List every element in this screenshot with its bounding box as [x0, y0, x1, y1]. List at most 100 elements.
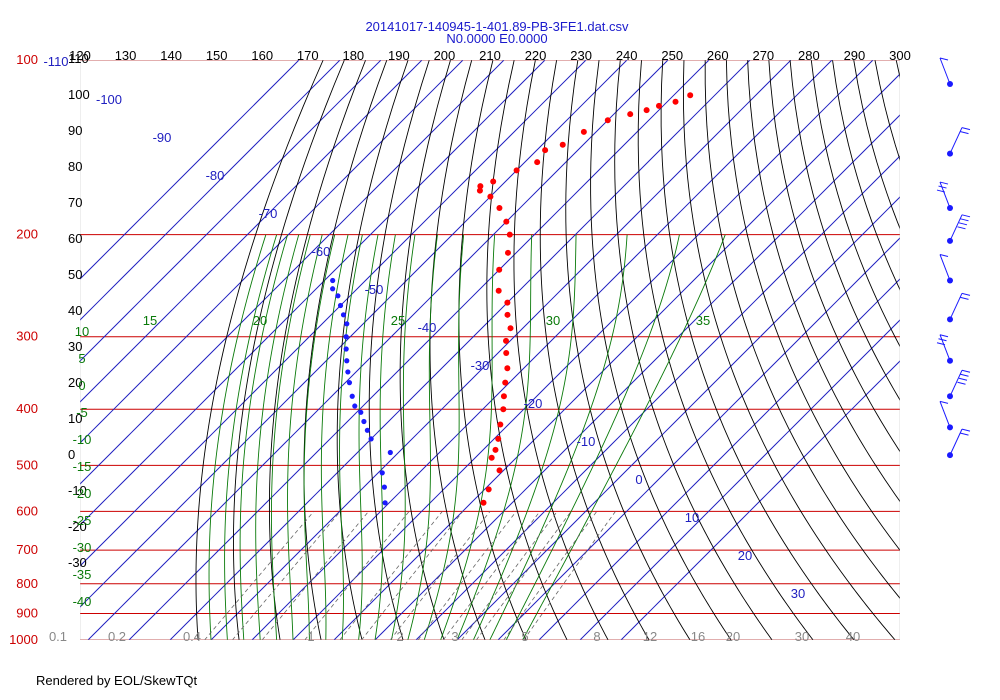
temperature-point	[507, 325, 514, 332]
mixing-ratio-label: 2	[396, 629, 403, 644]
moist-adiabat-label: 0	[78, 378, 85, 393]
isotherm-label: 10	[685, 510, 699, 525]
temperature-point	[513, 167, 520, 174]
isotherm-label: -20	[524, 396, 543, 411]
temperature-point	[485, 486, 492, 493]
moist-adiabat-line	[456, 234, 533, 640]
dry-adiabat-line	[789, 60, 900, 401]
dry-adiabat-line	[565, 60, 691, 640]
temperature-point	[500, 406, 507, 413]
mixing-ratio-label: 30	[795, 629, 809, 644]
isotherm-line	[333, 73, 900, 640]
temperature-point	[504, 299, 511, 306]
temperature-point	[504, 311, 511, 318]
wind-barb-flag	[961, 428, 971, 432]
dry-adiabat-label: 30	[68, 339, 82, 354]
wind-barb-flag	[938, 338, 947, 342]
isotherm-line	[80, 60, 505, 485]
top-temperature-label: 280	[798, 48, 820, 63]
mixing-ratio-label: 8	[593, 629, 600, 644]
dewpoint-point	[343, 334, 349, 340]
isobar-label: 500	[16, 457, 38, 472]
wind-barb	[939, 400, 953, 431]
wind-barb-flag	[961, 369, 971, 373]
wind-barb	[947, 428, 971, 459]
top-temperature-label: 260	[707, 48, 729, 63]
wind-barb-flag	[957, 226, 966, 230]
temperature-point	[503, 337, 510, 344]
dewpoint-point	[368, 436, 374, 442]
wind-barb-flag	[961, 292, 971, 296]
isotherm-line	[128, 60, 710, 640]
top-temperature-label: 160	[251, 48, 273, 63]
isobar-label: 200	[16, 227, 38, 242]
isotherm-label: -60	[312, 244, 331, 259]
wind-barb-staff	[939, 181, 951, 209]
wind-barb-staff	[949, 127, 963, 154]
isotherm-line	[80, 60, 587, 567]
dewpoint-point	[379, 470, 385, 476]
dry-adiabat-line	[704, 60, 900, 599]
moist-adiabat-line	[505, 234, 680, 640]
moist-adiabat-label: 10	[75, 324, 89, 339]
chart-title: 20141017-140945-1-401.89-PB-3FE1.dat.csv	[365, 19, 629, 34]
top-temperature-label: 290	[844, 48, 866, 63]
dewpoint-point	[344, 358, 350, 364]
isotherm-label: -40	[418, 320, 437, 335]
isotherm-label: -100	[96, 92, 122, 107]
dewpoint-point	[381, 484, 387, 490]
isotherm-line	[497, 237, 900, 640]
mixing-ratio-line	[261, 511, 369, 640]
top-temperature-label: 270	[752, 48, 774, 63]
mixing-ratio-line	[389, 511, 491, 640]
dry-adiabat-label: -30	[68, 555, 87, 570]
dewpoint-series	[330, 277, 393, 506]
moist-adiabat-label: -15	[73, 459, 92, 474]
isobar-label: 600	[16, 503, 38, 518]
dewpoint-point	[352, 403, 358, 409]
wind-barb-flag	[958, 377, 968, 381]
dewpoint-point	[335, 293, 341, 299]
wind-barb-flag	[960, 131, 969, 135]
mixing-ratio-label: 20	[726, 629, 740, 644]
dry-adiabat-line	[486, 60, 568, 640]
wind-barb-staff	[939, 401, 951, 428]
top-temperature-label: 240	[616, 48, 638, 63]
temperature-point	[487, 193, 494, 200]
top-temperature-label: 250	[661, 48, 683, 63]
moist-adiabat-label: 20	[253, 313, 267, 328]
temperature-point	[495, 287, 502, 294]
moist-adiabat-line	[303, 234, 336, 640]
wind-barb-flag	[939, 57, 949, 61]
temperature-point	[495, 435, 502, 442]
dry-adiabat-line	[725, 60, 900, 551]
dewpoint-point	[364, 427, 370, 433]
wind-barb-staff	[939, 334, 951, 361]
moist-adiabat-label: -35	[73, 567, 92, 582]
wind-barb-staff	[939, 254, 951, 281]
dry-adiabat-label: -20	[68, 519, 87, 534]
moist-adiabat-label: 25	[391, 313, 405, 328]
mixing-ratio-line	[232, 511, 341, 640]
isotherm-line	[374, 114, 900, 640]
mixing-ratio-line	[204, 511, 315, 640]
wind-barb	[936, 181, 953, 212]
dry-adiabat-label: 40	[68, 303, 82, 318]
dry-adiabat-line	[233, 60, 345, 640]
wind-barb-flag	[961, 127, 971, 131]
isobar-label: 100	[16, 52, 38, 67]
top-temperature-label: 200	[434, 48, 456, 63]
isotherm-line	[251, 60, 833, 640]
temperature-point	[476, 187, 483, 194]
top-temperature-label: 230	[570, 48, 592, 63]
isotherm-line	[169, 60, 751, 640]
moist-adiabat-line	[320, 234, 349, 640]
top-temperature-label: 190	[388, 48, 410, 63]
temperature-point	[492, 446, 499, 453]
wind-barb-flag	[957, 381, 966, 385]
mixing-ratio-line	[417, 511, 517, 640]
dewpoint-point	[382, 500, 388, 506]
temperature-point	[542, 147, 549, 154]
temperature-point	[504, 365, 511, 372]
isotherm-label: -10	[577, 434, 596, 449]
